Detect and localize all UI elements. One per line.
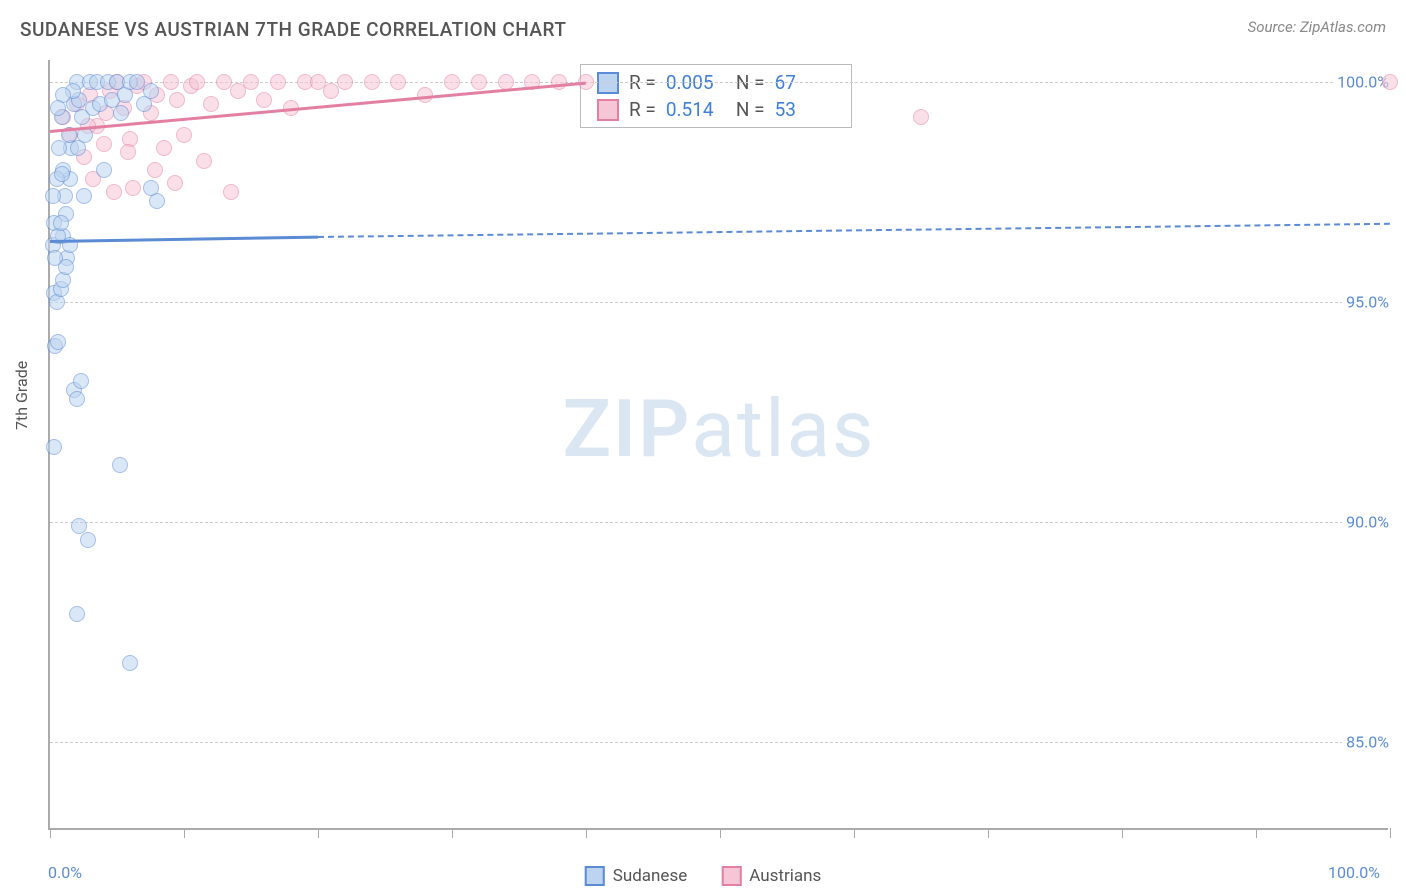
plot-area: ZIPatlas R = 0.005 N = 67 R = 0.514 N = … <box>48 60 1388 830</box>
data-point <box>45 188 61 204</box>
x-tick <box>988 828 989 838</box>
x-tick <box>1122 828 1123 838</box>
x-tick <box>586 828 587 838</box>
data-point <box>337 74 353 90</box>
watermark-bold: ZIP <box>563 382 692 476</box>
data-point <box>51 140 67 156</box>
data-point <box>113 105 129 121</box>
data-point <box>76 188 92 204</box>
data-point <box>163 74 179 90</box>
stats-legend-box: R = 0.005 N = 67 R = 0.514 N = 53 <box>580 64 852 128</box>
data-point <box>120 144 136 160</box>
data-point <box>69 391 85 407</box>
x-tick <box>1256 828 1257 838</box>
data-point <box>147 162 163 178</box>
data-point <box>243 74 259 90</box>
x-tick <box>452 828 453 838</box>
data-point <box>223 184 239 200</box>
data-point <box>53 215 69 231</box>
x-tick <box>1390 828 1391 838</box>
data-point <box>444 74 460 90</box>
data-point <box>73 373 89 389</box>
data-point <box>176 127 192 143</box>
data-point <box>54 166 70 182</box>
y-axis-title: 7th Grade <box>12 361 31 430</box>
data-point <box>58 259 74 275</box>
data-point <box>70 140 86 156</box>
data-point <box>1382 74 1398 90</box>
trend-line <box>50 236 318 243</box>
legend-label-austrian: Austrians <box>749 866 821 886</box>
x-tick <box>50 828 51 838</box>
r-value-austrian: 0.514 <box>666 98 726 121</box>
r-label: R = <box>629 98 656 121</box>
data-point <box>125 180 141 196</box>
x-tick <box>184 828 185 838</box>
data-point <box>106 184 122 200</box>
data-point <box>913 109 929 125</box>
legend-swatch-austrian <box>721 866 741 886</box>
data-point <box>471 74 487 90</box>
data-point <box>203 96 219 112</box>
data-point <box>551 74 567 90</box>
legend-label-sudanese: Sudanese <box>613 866 688 886</box>
x-tick <box>720 828 721 838</box>
data-point <box>270 74 286 90</box>
swatch-austrian <box>597 99 619 121</box>
data-point <box>50 334 66 350</box>
x-tick <box>318 828 319 838</box>
data-point <box>46 439 62 455</box>
legend-item-sudanese: Sudanese <box>585 866 688 886</box>
data-point <box>112 457 128 473</box>
data-point <box>364 74 380 90</box>
data-point <box>167 175 183 191</box>
y-tick-label: 85.0% <box>1342 733 1393 752</box>
data-point <box>96 162 112 178</box>
legend-swatch-sudanese <box>585 866 605 886</box>
y-tick-label: 90.0% <box>1342 513 1393 532</box>
data-point <box>169 92 185 108</box>
source-label: Source: ZipAtlas.com <box>1248 18 1386 36</box>
data-point <box>390 74 406 90</box>
data-point <box>122 655 138 671</box>
data-point <box>156 140 172 156</box>
data-point <box>143 83 159 99</box>
x-tick-label: 0.0% <box>48 863 82 882</box>
data-point <box>50 100 66 116</box>
stats-row-austrian: R = 0.514 N = 53 <box>581 96 851 123</box>
x-tick-label: 100.0% <box>1328 863 1380 882</box>
bottom-legend: Sudanese Austrians <box>585 866 822 886</box>
n-label: N = <box>736 98 765 121</box>
n-value-austrian: 53 <box>775 98 835 121</box>
chart-area: ZIPatlas R = 0.005 N = 67 R = 0.514 N = … <box>48 60 1388 830</box>
watermark: ZIPatlas <box>563 382 876 476</box>
data-point <box>69 606 85 622</box>
data-point <box>189 74 205 90</box>
gridline <box>50 302 1388 303</box>
chart-title: SUDANESE VS AUSTRIAN 7TH GRADE CORRELATI… <box>20 18 566 41</box>
y-tick-label: 95.0% <box>1342 293 1393 312</box>
watermark-light: atlas <box>691 382 875 476</box>
trend-line <box>318 223 1390 238</box>
gridline <box>50 742 1388 743</box>
legend-item-austrian: Austrians <box>721 866 821 886</box>
data-point <box>143 180 159 196</box>
gridline <box>50 522 1388 523</box>
data-point <box>80 532 96 548</box>
x-tick <box>854 828 855 838</box>
data-point <box>196 153 212 169</box>
data-point <box>96 136 112 152</box>
data-point <box>256 92 272 108</box>
